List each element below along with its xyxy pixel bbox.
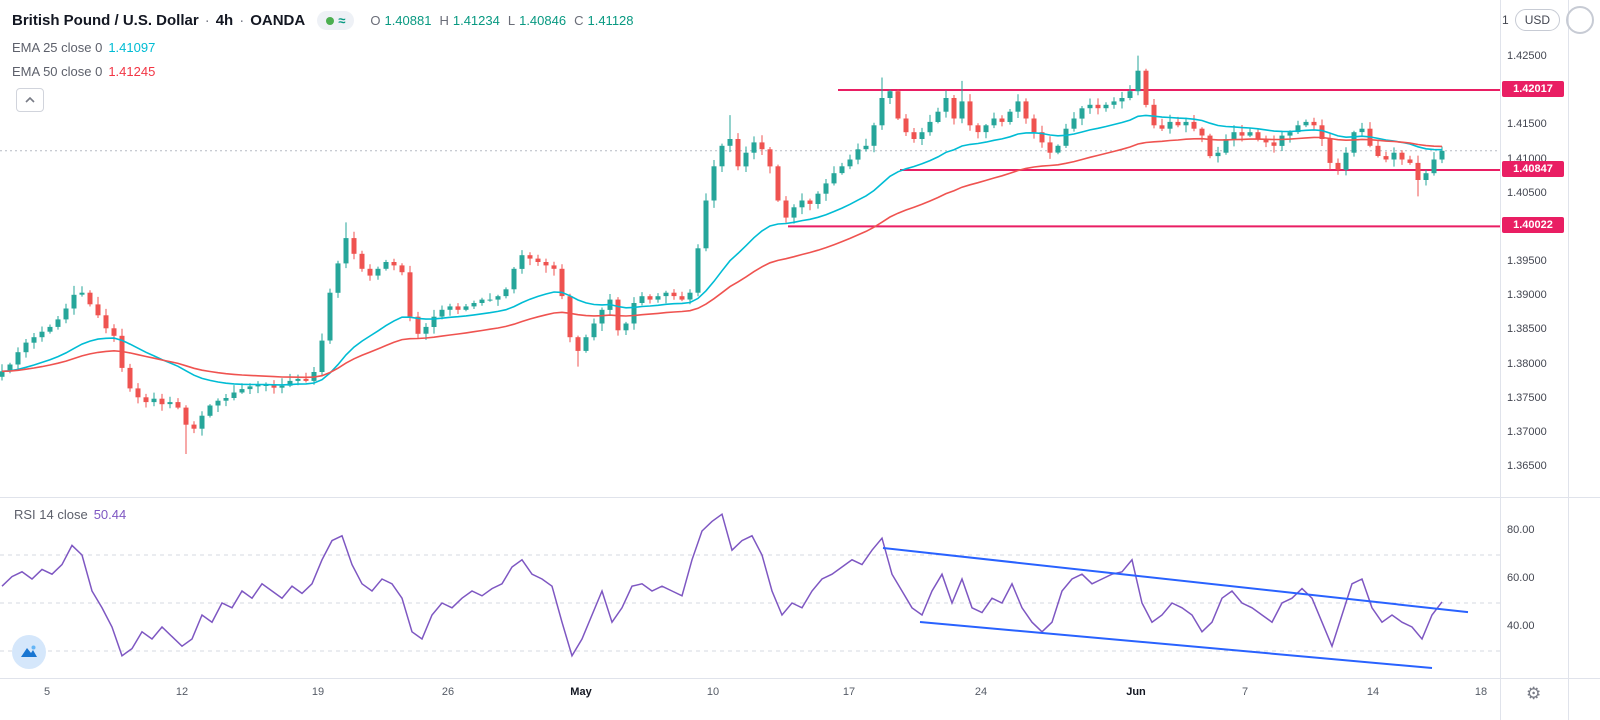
time-axis-label: 19 <box>311 686 325 698</box>
time-axis-label: 12 <box>175 686 189 698</box>
market-status-pill[interactable]: ≈ <box>317 11 355 30</box>
price-axis-label: 1.41500 <box>1507 118 1547 131</box>
rsi-label: RSI 14 close <box>14 507 88 522</box>
separator-dot: · <box>239 12 245 29</box>
separator-dot: · <box>204 12 210 29</box>
rsi-axis-label: 40.00 <box>1507 620 1535 632</box>
data-mode-icon: ≈ <box>338 13 346 28</box>
ohlc-value: 1.41234 <box>452 13 500 28</box>
rsi-axis-label: 80.00 <box>1507 524 1535 536</box>
time-axis-label: 17 <box>842 686 856 698</box>
ema25-label: EMA 25 close 0 <box>12 40 103 55</box>
platform-logo[interactable] <box>12 635 46 669</box>
ohlc-label: O <box>370 13 381 28</box>
ohlc-label: C <box>574 13 584 28</box>
time-axis-label: Jun <box>1126 686 1146 698</box>
ohlc-label: H <box>439 13 449 28</box>
ohlc-values: O 1.40881 H 1.41234 L 1.40846 C 1.41128 <box>370 13 637 28</box>
currency-button[interactable]: USD <box>1514 9 1561 31</box>
ohlc-value: 1.40881 <box>384 13 432 28</box>
ohlc-label: L <box>507 13 516 28</box>
price-axis-label: 1.39000 <box>1507 289 1547 302</box>
collapse-legend-button[interactable] <box>16 88 44 112</box>
time-axis-label: 10 <box>706 686 720 698</box>
ema25-value: 1.41097 <box>108 40 156 55</box>
time-axis-label: 14 <box>1366 686 1380 698</box>
price-level-tag: 1.40847 <box>1502 160 1564 177</box>
ohlc-value: 1.40846 <box>519 13 567 28</box>
ema50-legend[interactable]: EMA 50 close 0 1.41245 <box>12 64 155 79</box>
ema25-legend[interactable]: EMA 25 close 0 1.41097 <box>12 40 155 55</box>
rsi-value: 50.44 <box>93 507 127 522</box>
top-right-controls: 1 USD <box>1502 6 1595 34</box>
ema50-label: EMA 50 close 0 <box>12 64 103 79</box>
price-axis[interactable]: 1.42500 1.41500 1.41000 1.40500 1.39500 1.390… <box>1500 0 1568 720</box>
price-axis-label: 1.39500 <box>1507 255 1547 267</box>
ohlc-value: 1.41128 <box>587 13 634 28</box>
time-axis-label: 26 <box>441 686 455 698</box>
chevron-up-icon <box>25 96 35 103</box>
price-axis-label: 1.38500 <box>1507 323 1547 336</box>
price-level-tag: 1.42017 <box>1502 81 1564 97</box>
time-axis-label: May <box>570 686 592 698</box>
price-axis-label: 1.38000 <box>1507 357 1547 370</box>
time-axis-label: 7 <box>1241 686 1249 698</box>
price-axis-label: 1.36500 <box>1507 460 1547 472</box>
settings-gear-icon[interactable]: ⚙ <box>1524 682 1543 706</box>
symbol-title[interactable]: British Pound / U.S. Dollar <box>12 12 199 29</box>
time-axis-label: 5 <box>43 686 51 698</box>
time-axis-label: 24 <box>974 686 988 698</box>
status-dot-icon <box>326 16 335 25</box>
price-axis-label: 1.37000 <box>1507 425 1547 438</box>
price-level-tag: 1.40022 <box>1502 217 1564 234</box>
price-axis-label: 1.40500 <box>1507 186 1547 199</box>
ema50-value: 1.41245 <box>108 64 156 79</box>
mountain-logo-icon <box>21 645 37 657</box>
time-axis[interactable]: 5 12 19 26 May 10 17 24 Jun 7 14 18 <box>0 678 1500 710</box>
exchange-label[interactable]: OANDA <box>250 12 306 29</box>
symbol-legend: British Pound / U.S. Dollar · 4h · OANDA… <box>12 11 638 30</box>
price-axis-label: 1.37500 <box>1507 391 1547 404</box>
counter-label: 1 <box>1502 13 1509 27</box>
price-axis-label: 1.42500 <box>1507 50 1547 62</box>
interval-label[interactable]: 4h <box>215 12 234 29</box>
account-circle-icon[interactable] <box>1566 6 1595 34</box>
rsi-axis-label: 60.00 <box>1507 572 1535 584</box>
time-axis-label: 18 <box>1474 686 1488 698</box>
rsi-legend[interactable]: RSI 14 close 50.44 <box>14 507 126 522</box>
